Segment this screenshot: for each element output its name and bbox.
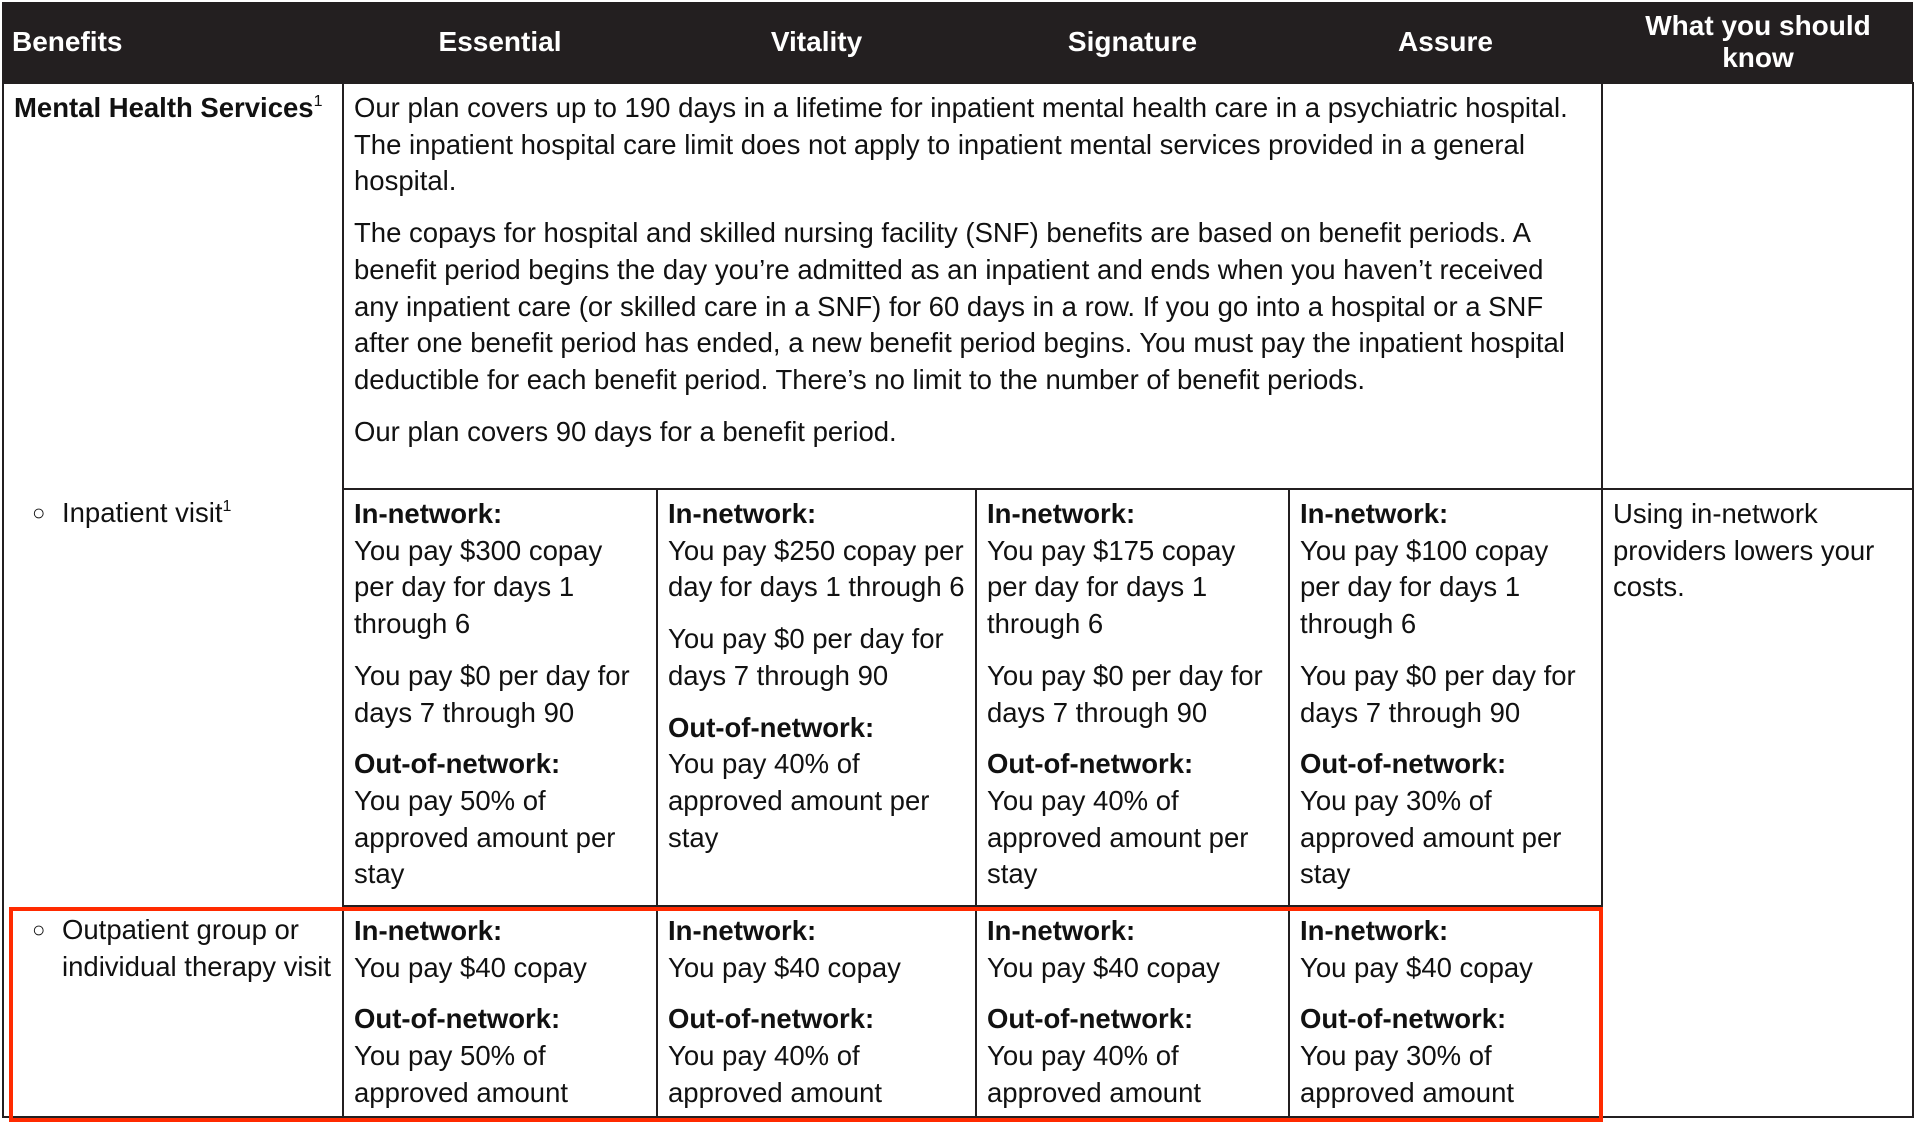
- in-text2: You pay $0 per day for days 7 through 90: [354, 659, 630, 728]
- inpatient-vitality: In-network: You pay $250 copay per day fo…: [656, 488, 977, 907]
- 0: Our plan covers up to 190 days in a life…: [354, 92, 1568, 197]
- out-label: Out-of-network:: [1300, 748, 1507, 780]
- in-label: In-network:: [668, 915, 817, 946]
- in-text: You pay $175 copay per day for days 1 th…: [987, 534, 1236, 640]
- in-label: In-network:: [668, 498, 817, 529]
- header-plan-assure: Assure: [1288, 2, 1602, 83]
- in-text: You pay $40 copay: [354, 951, 587, 983]
- outpatient-signature: In-network: You pay $40 copay Out-of-netwo…: [975, 905, 1290, 1118]
- header-plan-signature: Signature: [975, 2, 1289, 83]
- 2: Our plan covers 90 days for a benefit pe…: [354, 415, 897, 447]
- in-text2: You pay $0 per day for days 7 through 90: [1300, 659, 1576, 728]
- title: Mental Health Services: [14, 92, 314, 123]
- mental-health-title: Mental Health Services1: [2, 82, 344, 489]
- sup: 1: [222, 498, 232, 515]
- mental-health-row: Mental Health Services1 Our plan covers …: [2, 82, 1914, 490]
- inpatient-signature: In-network: You pay $175 copay per day fo…: [975, 488, 1290, 907]
- bullet-icon: ○: [32, 500, 46, 525]
- bullet-icon: ○: [32, 917, 46, 942]
- out-label: Out-of-network:: [668, 1003, 875, 1035]
- header-row: Benefits Essential Vitality Signature As…: [2, 2, 1913, 83]
- outpatient-assure: In-network: You pay $40 copay Out-of-netwo…: [1288, 905, 1603, 1118]
- out-label: Out-of-network:: [354, 748, 561, 780]
- sup: 1: [313, 93, 323, 110]
- out-text: You pay 50% of approved amount: [354, 1040, 569, 1108]
- out-text: You pay 30% of approved amount per stay: [1300, 784, 1562, 890]
- in-text: You pay $40 copay: [1300, 951, 1533, 983]
- inpatient-row: ○ Inpatient visit1 In-network: You pay $30…: [2, 488, 1914, 1118]
- out-label: Out-of-network:: [354, 1003, 561, 1035]
- out-label: Out-of-network:: [668, 711, 875, 743]
- outpatient-row: ○ Outpatient group or individual therapy …: [2, 905, 1913, 1118]
- in-text: You pay $100 copay per day for days 1 th…: [1300, 534, 1549, 640]
- out-label: Out-of-network:: [987, 748, 1194, 780]
- header-benefits: Benefits: [2, 2, 343, 83]
- in-label: In-network:: [1300, 915, 1449, 946]
- in-text: You pay $40 copay: [987, 951, 1220, 983]
- out-text: You pay 40% of approved amount: [987, 1040, 1202, 1108]
- out-label: Out-of-network:: [1300, 1003, 1507, 1035]
- out-text: You pay 40% of approved amount per stay: [987, 784, 1249, 890]
- inpatient-label: ○ Inpatient visit1: [2, 489, 344, 906]
- inpatient-essential: In-network: You pay $300 copay per day fo…: [342, 488, 658, 907]
- out-text: You pay 50% of approved amount per stay: [354, 784, 616, 890]
- in-text: You pay $300 copay per day for days 1 th…: [354, 534, 603, 640]
- label: Outpatient group or individual therapy v…: [62, 914, 332, 982]
- header-what-to-know: What you should know: [1601, 2, 1913, 83]
- in-label: In-network:: [354, 498, 503, 529]
- in-label: In-network:: [987, 498, 1136, 529]
- out-text: You pay 40% of approved amount: [668, 1040, 883, 1108]
- inpatient-know: Using in-network providers lowers your c…: [1601, 488, 1914, 1118]
- inpatient-assure: In-network: You pay $100 copay per day fo…: [1288, 488, 1603, 907]
- header-plan-vitality: Vitality: [656, 2, 976, 83]
- in-label: In-network:: [1300, 498, 1449, 529]
- out-text: You pay 30% of approved amount: [1300, 1040, 1515, 1108]
- in-text2: You pay $0 per day for days 7 through 90: [668, 623, 944, 691]
- out-text: You pay 40% of approved amount per stay: [668, 748, 930, 853]
- outpatient-essential: In-network: You pay $40 copay Out-of-netwo…: [342, 905, 658, 1118]
- in-label: In-network:: [987, 915, 1136, 946]
- in-text: You pay $250 copay per day for days 1 th…: [668, 534, 965, 603]
- in-text2: You pay $0 per day for days 7 through 90: [987, 659, 1263, 728]
- label: Inpatient visit: [62, 497, 223, 528]
- mental-health-know: [1601, 82, 1914, 490]
- mental-health-description: Our plan covers up to 190 days in a life…: [342, 82, 1603, 490]
- in-label: In-network:: [354, 915, 503, 946]
- outpatient-label: ○ Outpatient group or individual therapy …: [2, 906, 344, 1118]
- out-label: Out-of-network:: [987, 1003, 1194, 1035]
- 1: The copays for hospital and skilled nurs…: [354, 217, 1565, 395]
- header-plan-essential: Essential: [342, 2, 657, 83]
- outpatient-vitality: In-network: You pay $40 copay Out-of-netwo…: [656, 905, 977, 1118]
- in-text: You pay $40 copay: [668, 951, 901, 983]
